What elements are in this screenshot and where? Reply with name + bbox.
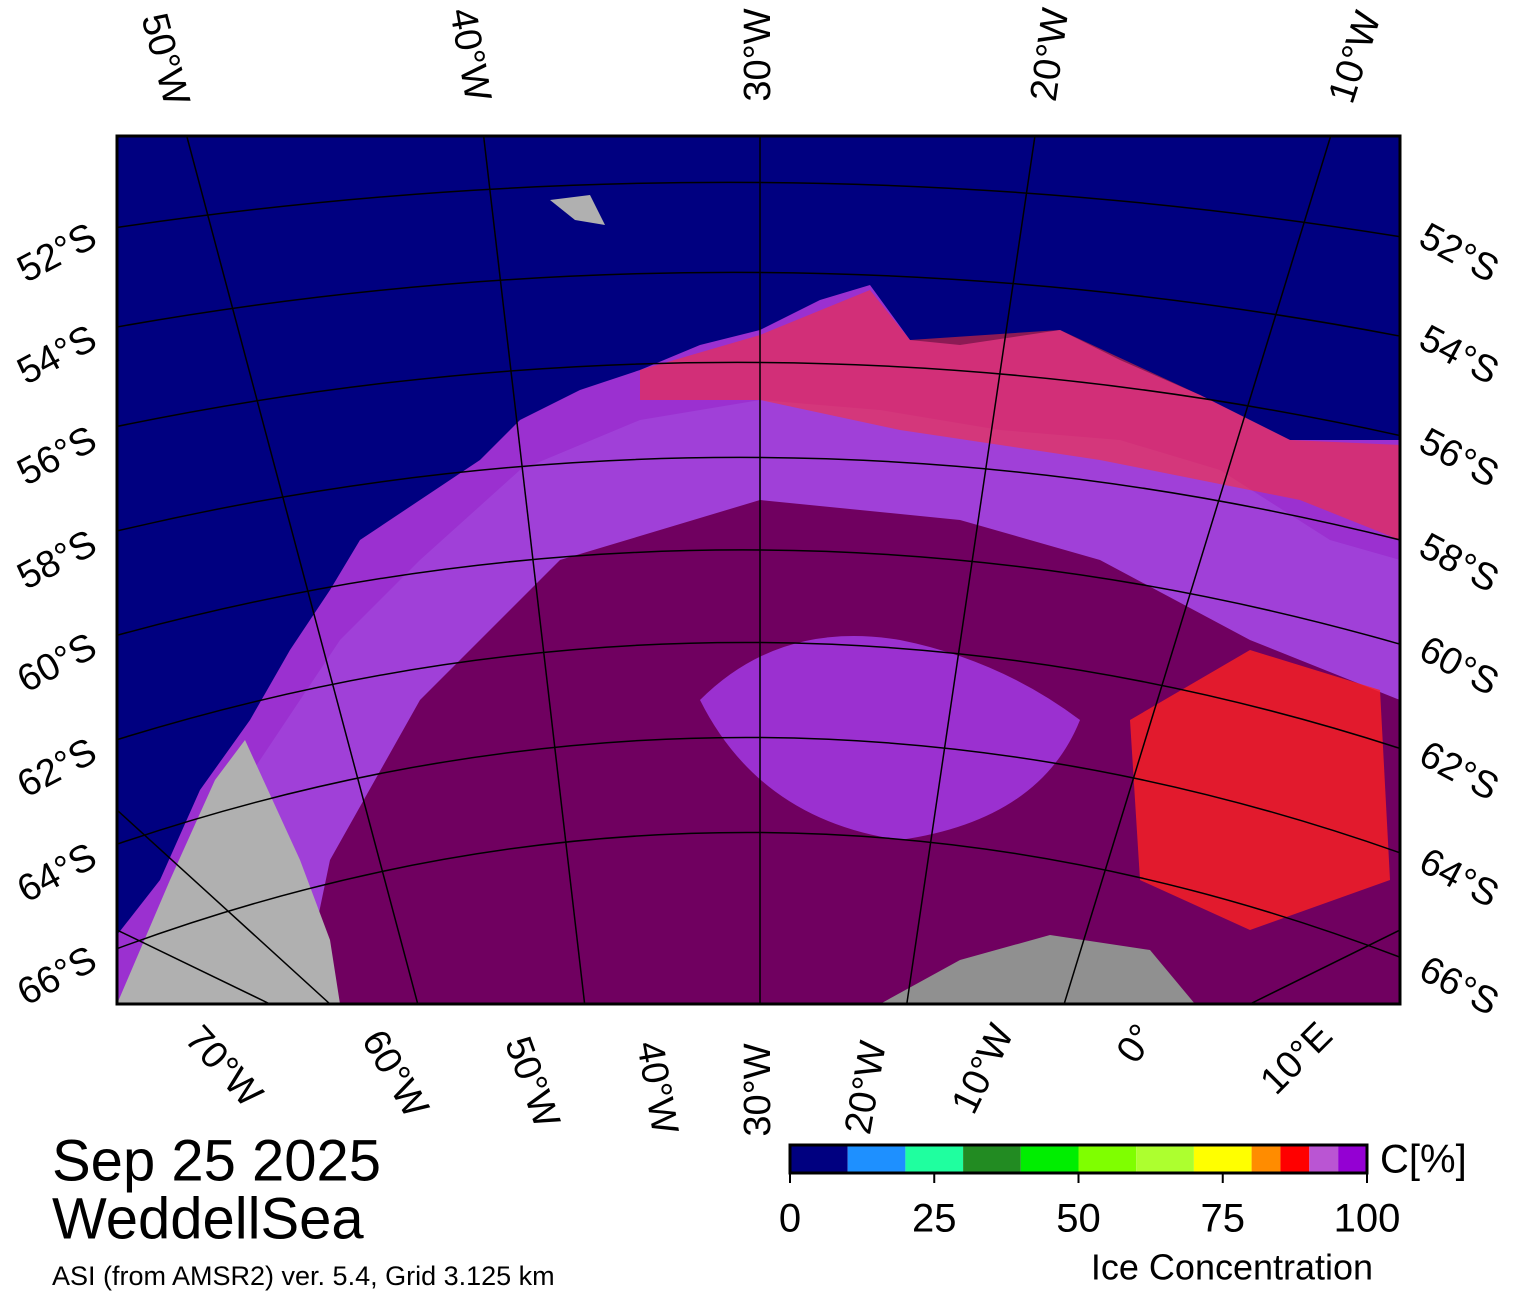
marginal-ice — [640, 290, 1400, 540]
coordinate-label: 50°W — [496, 1031, 567, 1133]
colorbar-tick-label: 50 — [1056, 1197, 1101, 1241]
coordinate-label: 10°E — [1252, 1014, 1340, 1102]
coordinate-label: 52°S — [11, 215, 104, 291]
ice-patch-red — [1130, 650, 1390, 930]
colorbar-segment — [1251, 1145, 1281, 1173]
coordinate-label: 62°S — [11, 730, 104, 806]
colorbar-segment — [1078, 1145, 1137, 1173]
colorbar-segment — [1280, 1145, 1310, 1173]
coordinate-label: 58°S — [11, 522, 104, 598]
land-peninsula — [117, 740, 340, 1004]
coordinate-label: 54°S — [1413, 317, 1506, 393]
coordinate-label: 66°S — [1413, 948, 1506, 1024]
ice-patch — [700, 636, 1080, 840]
map-frame — [115, 134, 1402, 1006]
coordinate-label: 64°S — [1413, 840, 1506, 916]
coordinate-label: 56°S — [1413, 420, 1506, 496]
coordinate-label: 20°W — [1023, 5, 1078, 103]
coordinate-label: 60°S — [1413, 628, 1506, 704]
map-image — [117, 136, 1400, 1004]
colorbar-tick-label: 75 — [1201, 1197, 1246, 1241]
coordinate-label: 54°S — [11, 317, 104, 393]
coordinate-label: 10°W — [944, 1018, 1023, 1120]
colorbar-tick-label: 100 — [1334, 1197, 1401, 1241]
coordinate-label: 10°W — [1321, 6, 1390, 108]
coordinate-label: 58°S — [1413, 525, 1506, 601]
coordinate-label: 30°W — [737, 8, 779, 101]
colorbar-segment — [847, 1145, 906, 1173]
coordinate-label: 40°W — [628, 1038, 686, 1137]
colorbar-label: Ice Concentration — [1091, 1247, 1373, 1288]
colorbar-segment — [1136, 1145, 1194, 1173]
colorbar-tick-label: 25 — [912, 1197, 957, 1241]
coordinate-label: 70°W — [177, 1018, 271, 1116]
coordinate-label: 60°W — [353, 1023, 436, 1125]
coordinate-label: 30°W — [737, 1043, 779, 1136]
coordinate-label: 52°S — [1413, 215, 1506, 291]
colorbar-segment — [963, 1145, 1021, 1173]
land-antarctica — [880, 935, 1195, 1004]
coordinate-label: 60°S — [11, 625, 104, 701]
coordinate-label: 50°W — [133, 9, 198, 110]
colorbar-unit: C[%] — [1380, 1138, 1467, 1182]
coordinate-label: 56°S — [11, 418, 104, 494]
coordinate-label: 64°S — [11, 835, 104, 911]
date: Sep 25 2025 — [52, 1128, 381, 1193]
coordinate-label: 66°S — [11, 938, 104, 1014]
graticule — [117, 136, 1400, 1004]
colorbar-segment — [1338, 1145, 1367, 1173]
coordinate-label: 20°W — [837, 1038, 895, 1137]
coordinate-label: 0° — [1109, 1017, 1164, 1071]
colorbar-segment — [790, 1145, 848, 1173]
coordinate-label: 40°W — [441, 5, 499, 104]
colorbar-tick-label: 0 — [779, 1197, 801, 1241]
source: ASI (from AMSR2) ver. 5.4, Grid 3.125 km — [52, 1261, 555, 1291]
colorbar-segment — [1193, 1145, 1252, 1173]
coordinate-label: 62°S — [1413, 733, 1506, 809]
region: WeddellSea — [52, 1186, 364, 1251]
colorbar-segment — [905, 1145, 964, 1173]
colorbar-segment — [1020, 1145, 1079, 1173]
land-island — [550, 195, 605, 225]
colorbar-segment — [1309, 1145, 1339, 1173]
